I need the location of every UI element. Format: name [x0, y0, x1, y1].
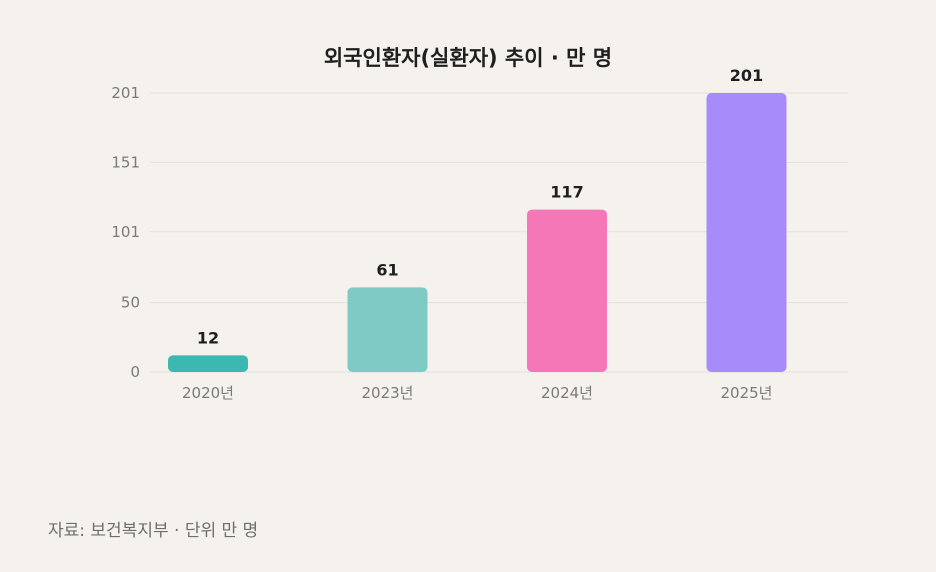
x-category-label: 2023년 [362, 384, 414, 402]
value-labels: 12 61 117 201 [197, 66, 763, 347]
y-tick-label: 0 [130, 363, 140, 381]
bar-value-label: 61 [376, 260, 398, 279]
chart-title: 외국인환자(실환자) 추이 · 만 명 [323, 46, 613, 70]
bar [168, 355, 248, 372]
x-category-label: 2020년 [182, 384, 234, 402]
y-tick-label: 50 [121, 294, 140, 312]
bar-value-label: 117 [550, 183, 583, 202]
x-category-label: 2024년 [541, 384, 593, 402]
bar [706, 93, 787, 372]
y-tick-label: 101 [111, 223, 140, 241]
y-tick-label: 151 [111, 153, 140, 171]
bars [168, 93, 787, 372]
bar-value-label: 12 [197, 328, 219, 347]
source-note: 자료: 보건복지부 · 단위 만 명 [48, 521, 259, 541]
bar-value-label: 201 [730, 66, 763, 85]
bar [527, 209, 607, 372]
category-labels: 2020년 2023년 2024년 2025년 [182, 384, 772, 402]
bar [347, 287, 428, 372]
x-category-label: 2025년 [721, 384, 773, 402]
y-axis-ticks: 0 50 101 151 201 [111, 84, 140, 381]
y-tick-label: 201 [111, 84, 140, 102]
